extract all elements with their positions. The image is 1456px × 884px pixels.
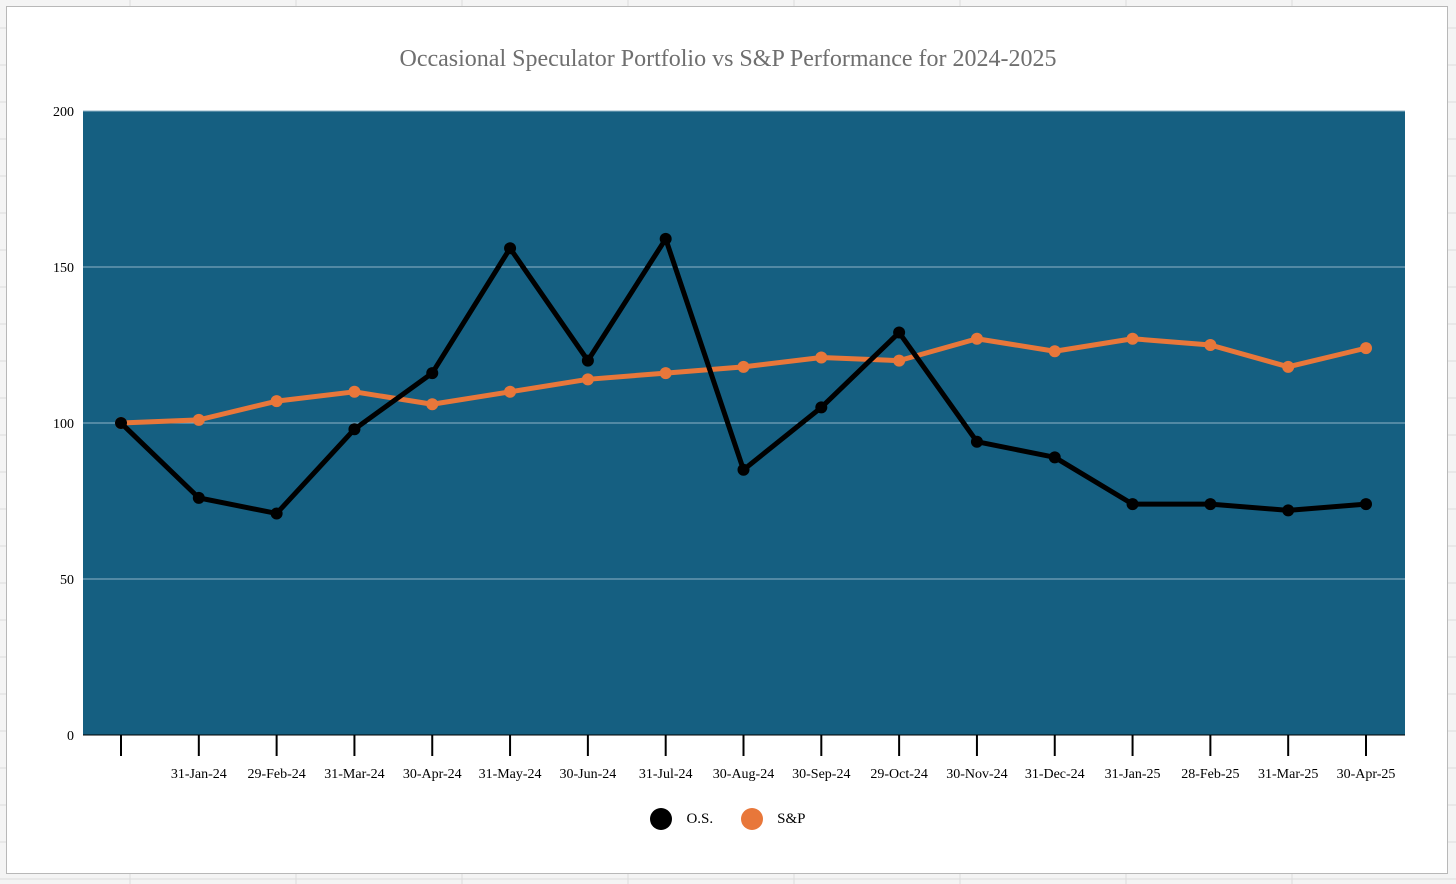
x-tick-label: 30-Aug-24 xyxy=(713,767,774,782)
x-tick-label: 28-Feb-25 xyxy=(1181,767,1239,782)
data-point-sp xyxy=(1282,360,1295,373)
chart-legend: O.S. S&P xyxy=(0,808,1456,830)
data-point-os xyxy=(1360,498,1372,511)
x-tick-label: 29-Feb-24 xyxy=(247,767,305,782)
x-tick-label: 30-Apr-25 xyxy=(1337,767,1396,782)
data-point-sp xyxy=(581,373,594,386)
data-point-sp xyxy=(815,351,828,364)
x-tick-label: 31-May-24 xyxy=(479,767,542,782)
x-tick-label: 31-Dec-24 xyxy=(1025,767,1085,782)
data-point-os xyxy=(348,423,361,436)
x-tick-label: 30-Sep-24 xyxy=(792,767,850,782)
legend-item-sp: S&P xyxy=(741,808,806,830)
data-point-os xyxy=(115,417,127,429)
data-point-os xyxy=(1204,498,1217,511)
y-tick-label: 100 xyxy=(53,417,74,432)
legend-label-os: O.S. xyxy=(686,810,714,827)
data-point-os xyxy=(659,232,672,245)
data-point-os xyxy=(970,435,983,448)
data-point-sp xyxy=(192,413,205,426)
data-point-os xyxy=(1282,504,1295,517)
data-point-sp xyxy=(1126,332,1139,345)
data-point-os xyxy=(504,242,517,255)
data-point-sp xyxy=(1204,339,1217,351)
data-point-os xyxy=(1126,498,1139,511)
chart-title: Occasional Speculator Portfolio vs S&P P… xyxy=(399,46,1057,72)
data-point-sp xyxy=(659,367,672,380)
data-point-sp xyxy=(270,395,283,408)
data-point-os xyxy=(737,463,750,476)
x-tick-label: 30-Nov-24 xyxy=(946,767,1007,782)
legend-item-os: O.S. xyxy=(650,808,713,830)
x-tick-label: 31-Jan-25 xyxy=(1105,767,1161,782)
x-tick-label: 31-Mar-24 xyxy=(324,767,384,782)
data-point-sp xyxy=(737,360,750,373)
data-point-os xyxy=(581,354,594,367)
y-tick-label: 200 xyxy=(53,105,74,120)
x-tick-label: 31-Jul-24 xyxy=(639,767,693,782)
legend-label-sp: S&P xyxy=(777,810,806,827)
x-tick-label: 30-Apr-24 xyxy=(403,767,462,782)
y-tick-label: 0 xyxy=(67,729,74,744)
data-point-os xyxy=(815,401,828,414)
x-tick-label: 30-Jun-24 xyxy=(559,767,616,782)
x-tick-label: 31-Jan-24 xyxy=(171,767,227,782)
legend-marker-os xyxy=(650,808,673,830)
data-point-os xyxy=(192,491,205,504)
data-point-sp xyxy=(504,385,517,398)
data-point-os xyxy=(893,326,906,339)
data-point-sp xyxy=(1048,345,1061,358)
y-tick-label: 150 xyxy=(53,261,74,276)
data-point-sp xyxy=(348,385,361,398)
data-point-os xyxy=(270,507,283,520)
legend-marker-sp xyxy=(741,808,764,830)
data-point-sp xyxy=(426,398,439,411)
data-point-sp xyxy=(1360,342,1372,355)
data-point-sp xyxy=(970,332,983,345)
data-point-os xyxy=(1048,451,1061,464)
data-point-sp xyxy=(893,354,906,367)
x-tick-label: 29-Oct-24 xyxy=(870,767,928,782)
y-tick-label: 50 xyxy=(60,573,74,588)
x-tick-label: 31-Mar-25 xyxy=(1258,767,1318,782)
data-point-os xyxy=(426,367,439,380)
